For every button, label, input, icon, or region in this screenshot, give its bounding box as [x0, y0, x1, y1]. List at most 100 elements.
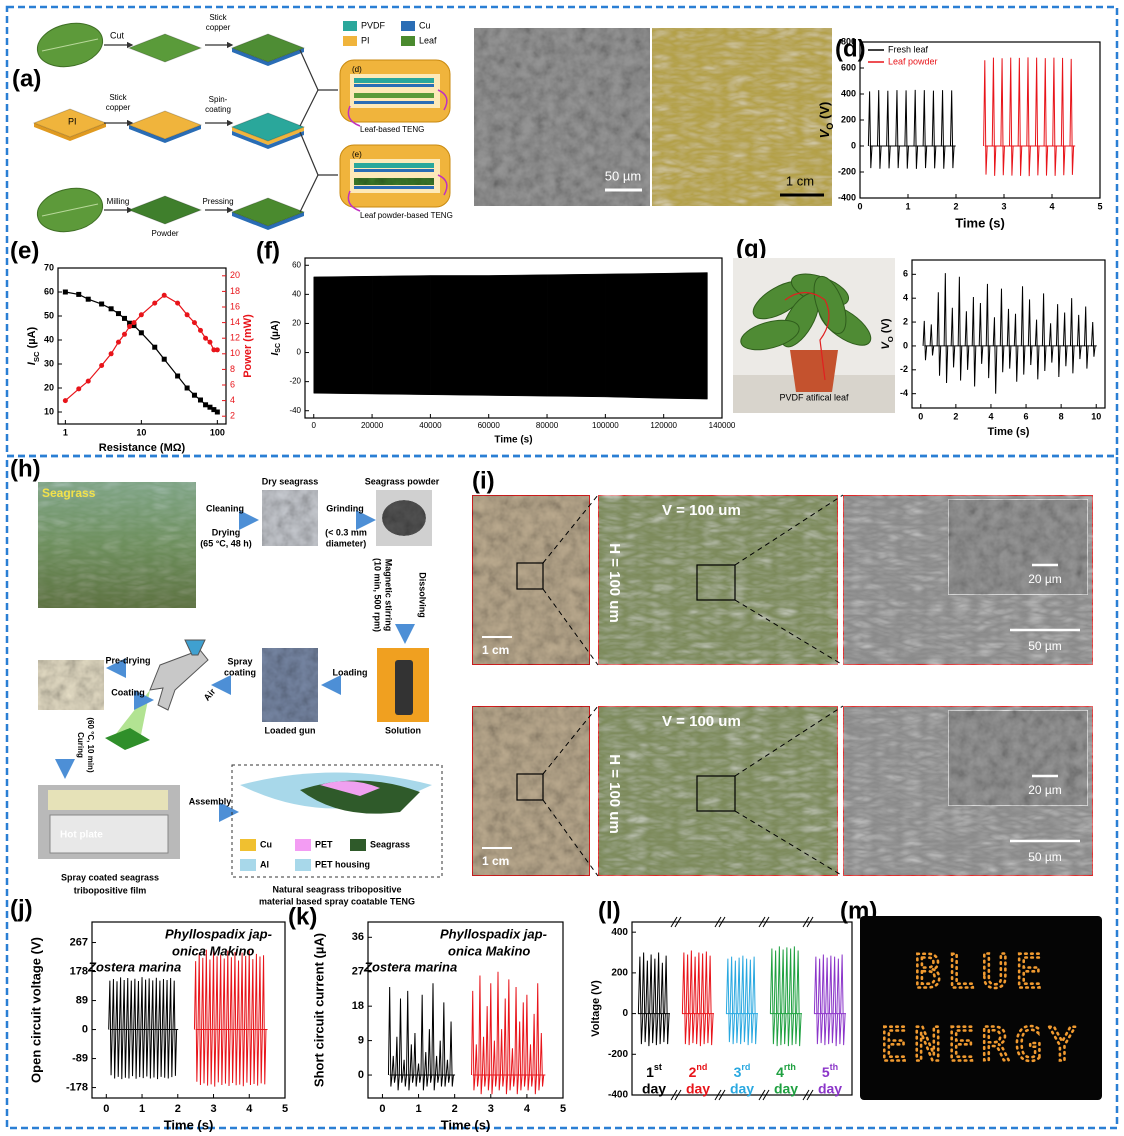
panel-label: (f) — [256, 237, 280, 264]
pulse — [832, 956, 839, 1047]
marker — [108, 306, 114, 312]
annotation: Phyllospadix jap- — [440, 926, 547, 941]
teng-layer — [320, 781, 380, 796]
pulse — [409, 1044, 415, 1083]
plot-frame — [91, 921, 286, 1099]
pulse — [236, 960, 242, 1085]
pulse — [992, 317, 998, 394]
marker — [214, 347, 220, 353]
marker — [197, 397, 203, 403]
image-label: H = 100 um — [606, 543, 623, 623]
powder-pile — [382, 500, 426, 536]
step-label: Assembly — [189, 796, 232, 806]
sub-label: (e) — [352, 150, 362, 159]
y-tick-label: 20 — [44, 382, 54, 392]
scale-label: 50 µm — [605, 168, 641, 183]
y-tick-label: 0 — [622, 1008, 628, 1019]
day-label: 1st — [646, 1062, 662, 1079]
pulse — [111, 979, 117, 1079]
y-axis-label: VO (V) — [817, 102, 835, 139]
x-tick-label: 20000 — [361, 421, 384, 430]
y-tick-label: -200 — [838, 166, 856, 176]
y-tick-label: 60 — [44, 286, 54, 296]
x-tick-label: 1 — [63, 427, 68, 437]
zoom-box — [516, 562, 544, 590]
y2-tick-label: 8 — [230, 364, 235, 374]
step-label: Stick — [109, 93, 127, 102]
step-label: Spin- — [209, 95, 228, 104]
pulse — [402, 1059, 408, 1087]
plot-frame — [367, 921, 564, 1099]
signal-envelope — [371, 275, 431, 395]
pulse — [499, 1029, 505, 1087]
pulse — [413, 1032, 418, 1087]
pulse — [649, 954, 655, 1044]
scale-label: 50 µm — [1028, 850, 1062, 864]
x-tick-label: 2 — [175, 1103, 181, 1115]
pulse — [744, 958, 751, 1046]
scale-label: 50 µm — [1028, 639, 1062, 653]
pulse — [936, 292, 942, 376]
pulse — [229, 957, 235, 1084]
pulse — [489, 983, 494, 1095]
y-tick-label: 30 — [44, 358, 54, 368]
pulse — [1055, 304, 1061, 377]
x-tick-label: 0 — [918, 411, 923, 421]
pulse — [438, 1040, 444, 1087]
pulse — [532, 1013, 538, 1095]
pulse — [492, 1040, 498, 1087]
pulse — [733, 960, 739, 1044]
sub-label: (d) — [352, 65, 362, 74]
pulse — [940, 90, 946, 169]
pulse — [957, 276, 963, 381]
layer-top — [230, 112, 306, 142]
marker — [175, 300, 181, 306]
marker — [214, 409, 220, 415]
pulse — [147, 978, 153, 1079]
axis-break — [758, 1089, 766, 1101]
x-tick-label: 6 — [1024, 411, 1029, 421]
pulse — [161, 979, 167, 1078]
step-label: (10 min, 500 rpm) — [373, 558, 383, 632]
pulse — [1069, 58, 1075, 175]
y-tick-label: 40 — [292, 289, 301, 298]
y2-tick-label: 10 — [230, 348, 240, 358]
step-label: (60 °C, 10 min) — [86, 717, 95, 773]
axis-label-part: I — [26, 361, 38, 365]
pulse — [825, 957, 831, 1045]
x-tick-label: 4 — [524, 1103, 531, 1115]
pulse — [427, 1029, 433, 1083]
pulse — [434, 1055, 440, 1083]
layer-top — [127, 110, 203, 140]
axis-break — [670, 916, 678, 928]
layer — [129, 125, 201, 143]
layer-top — [230, 33, 306, 63]
marker — [191, 392, 197, 398]
pulse — [445, 1059, 451, 1083]
pulse — [1052, 57, 1057, 176]
x-tick-label: 2 — [452, 1103, 458, 1115]
marker — [121, 331, 127, 337]
pulse — [781, 949, 787, 1045]
step-label: Pressing — [202, 197, 233, 206]
series-line — [64, 294, 218, 402]
marker — [191, 320, 197, 326]
photo-label: Hot plate — [60, 830, 103, 841]
legend-label: Cu — [419, 20, 431, 30]
pulse — [985, 283, 991, 379]
marker — [76, 386, 82, 392]
legend-swatch — [240, 859, 256, 871]
pulse — [740, 955, 747, 1043]
pulse — [233, 951, 238, 1086]
pulse — [904, 90, 909, 169]
marker — [161, 356, 167, 362]
marker — [76, 291, 82, 297]
y-tick-label: 50 — [44, 310, 54, 320]
step-label: diameter) — [326, 538, 367, 548]
pulse — [689, 950, 695, 1044]
day-label: 4rth — [776, 1062, 796, 1079]
step-label: Coating — [111, 687, 145, 697]
x-tick-label: 2 — [953, 201, 958, 211]
step-label: copper — [206, 23, 231, 32]
pulse — [922, 90, 928, 169]
